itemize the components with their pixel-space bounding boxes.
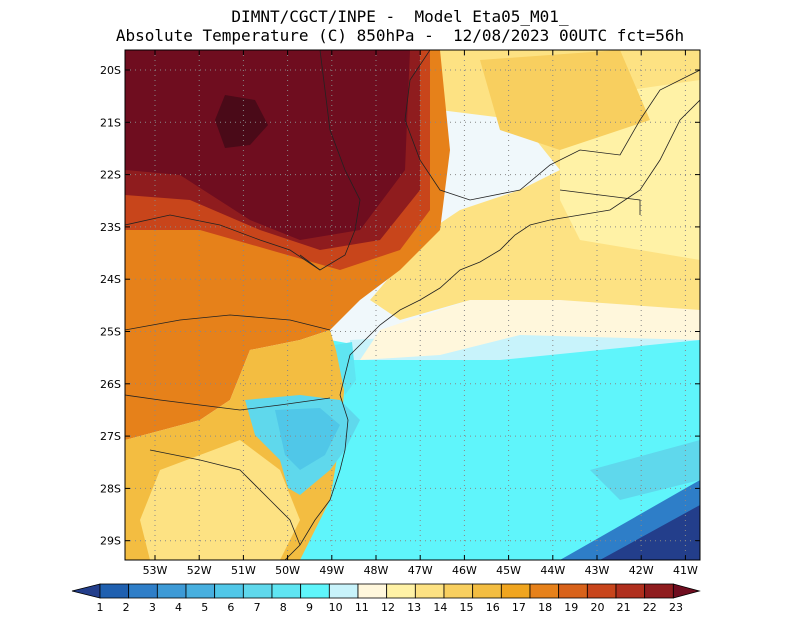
colorbar-label: 8 (280, 601, 287, 614)
longitude-labels: 53W 52W 51W 50W 49W 48W 47W 46W 45W 44W 43W 42W 41W (143, 564, 698, 577)
colorbar-label: 7 (254, 601, 261, 614)
colorbar-swatch (357, 583, 388, 599)
lat-label: 23S (100, 221, 121, 234)
lon-label: 46W (452, 564, 477, 577)
field-deep-maroon (125, 50, 410, 240)
field-cooler-sc (275, 408, 340, 470)
field-yellow-south (140, 440, 300, 560)
colorbar-swatch (328, 583, 359, 599)
colorbar (71, 583, 701, 599)
lon-label: 53W (143, 564, 168, 577)
colorbar-swatch (558, 583, 588, 599)
colorbar-label: 11 (355, 601, 369, 614)
colorbar-label: 4 (175, 601, 182, 614)
lat-label: 25S (100, 326, 121, 339)
colorbar-swatch (214, 583, 244, 599)
lon-label: 51W (231, 564, 256, 577)
colorbar-label: 9 (306, 601, 313, 614)
colorbar-label: 17 (512, 601, 526, 614)
colorbar-swatch (586, 583, 617, 599)
colorbar-swatch (672, 583, 701, 599)
lat-label: 29S (100, 535, 121, 548)
colorbar-label: 16 (486, 601, 500, 614)
colorbar-swatch (185, 583, 216, 599)
colorbar-label: 10 (329, 601, 343, 614)
colorbar-label: 13 (407, 601, 421, 614)
longitude-ticks (154, 50, 686, 560)
lat-label: 24S (100, 273, 121, 286)
colorbar-label: 22 (643, 601, 657, 614)
colorbar-swatch (472, 583, 502, 599)
chart-title-line-2: Absolute Temperature (C) 850hPa - 12/08/… (115, 26, 685, 45)
colorbar-swatch (644, 583, 674, 599)
colorbar-label: 6 (227, 601, 234, 614)
colorbar-label: 18 (538, 601, 552, 614)
field-deep-blue (600, 505, 700, 560)
colorbar-label: 5 (201, 601, 208, 614)
colorbar-swatch (529, 583, 560, 599)
lon-label: 52W (187, 564, 212, 577)
lat-label: 20S (100, 64, 121, 77)
colorbar-swatch (615, 583, 646, 599)
field-cyan-ocean (300, 320, 700, 560)
graticule (125, 50, 700, 560)
colorbar-swatch (443, 583, 474, 599)
colorbar-swatch (271, 583, 302, 599)
colorbar-label: 2 (123, 601, 130, 614)
lat-label: 28S (100, 482, 121, 495)
colorbar-swatch (156, 583, 187, 599)
colorbar-swatch (414, 583, 445, 599)
lat-label: 22S (100, 169, 121, 182)
latitude-ticks (125, 69, 700, 542)
colorbar-label: 21 (617, 601, 631, 614)
lon-label: 41W (673, 564, 698, 577)
colorbar-label: 23 (669, 601, 683, 614)
colorbar-swatch (500, 583, 531, 599)
lat-label: 26S (100, 378, 121, 391)
field-cream (360, 300, 700, 360)
colorbar-swatch (300, 583, 330, 599)
lat-label: 27S (100, 430, 121, 443)
colorbar-label: 19 (564, 601, 578, 614)
chart-title-line-1: DIMNT/CGCT/INPE - Model Eta05_M01_ (231, 7, 569, 26)
field-cool-coast (335, 342, 356, 395)
lon-label: 48W (364, 564, 389, 577)
colorbar-label: 15 (460, 601, 474, 614)
colorbar-label: 3 (149, 601, 156, 614)
colorbar-label: 1 (97, 601, 104, 614)
lon-label: 50W (275, 564, 300, 577)
field-gold-ne (480, 50, 650, 150)
colorbar-swatch (128, 583, 158, 599)
lon-label: 42W (629, 564, 654, 577)
colorbar-labels: 1 2 3 4 5 6 7 8 9 10 11 12 13 14 15 16 17 18 19 20 21 22 23 (97, 601, 684, 614)
lon-label: 45W (496, 564, 521, 577)
colorbar-label: 12 (381, 601, 395, 614)
map-plot-area (125, 50, 700, 560)
colorbar-swatch (242, 583, 273, 599)
colorbar-swatch (386, 583, 416, 599)
lon-label: 49W (319, 564, 344, 577)
colorbar-swatch (71, 583, 101, 599)
latitude-labels: 20S 21S 22S 23S 24S 25S 26S 27S 28S 29S (100, 64, 121, 548)
lat-label: 21S (100, 116, 121, 129)
colorbar-label: 14 (433, 601, 447, 614)
field-cool-blob (590, 440, 700, 500)
colorbar-swatch (99, 583, 130, 599)
lon-label: 44W (540, 564, 565, 577)
borders (125, 50, 700, 560)
plot-frame (124, 49, 701, 561)
colorbar-label: 20 (590, 601, 604, 614)
lon-label: 47W (408, 564, 433, 577)
lon-label: 43W (585, 564, 610, 577)
field-hot-core (215, 95, 268, 148)
